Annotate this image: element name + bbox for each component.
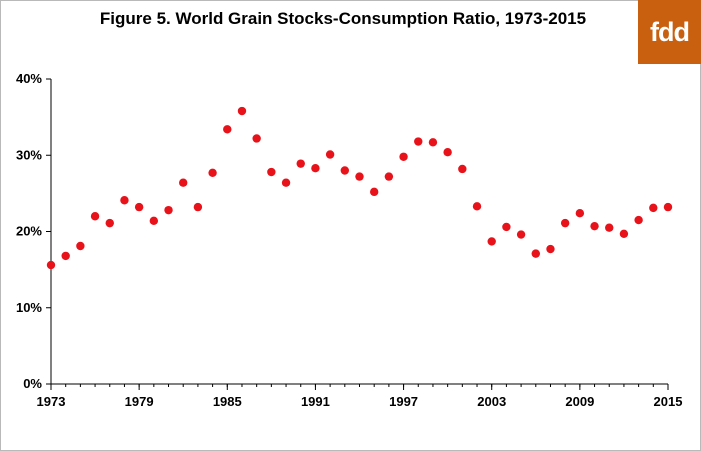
y-tick-label: 10%: [16, 300, 42, 315]
x-tick-label: 1991: [301, 394, 330, 409]
x-tick-label: 1997: [389, 394, 418, 409]
data-point: [120, 196, 129, 205]
data-point: [208, 168, 217, 177]
y-tick-label: 20%: [16, 224, 42, 239]
data-point: [502, 222, 511, 232]
data-point: [325, 150, 335, 159]
data-point: [472, 202, 482, 211]
data-point: [252, 134, 261, 143]
data-point: [414, 137, 423, 146]
data-point: [560, 218, 570, 228]
data-point: [237, 106, 247, 116]
data-point: [605, 223, 614, 232]
x-tick-label: 2003: [477, 394, 506, 409]
data-point: [458, 164, 467, 174]
chart-title: Figure 5. World Grain Stocks-Consumption…: [100, 9, 586, 28]
y-tick-label: 40%: [16, 71, 42, 86]
data-point: [663, 202, 673, 212]
data-point: [90, 212, 100, 221]
data-point: [223, 125, 232, 134]
data-point: [311, 164, 320, 173]
x-tick-label: 1985: [213, 394, 242, 409]
data-point: [531, 249, 540, 258]
data-point: [634, 215, 643, 225]
data-point: [487, 237, 496, 246]
data-point: [267, 167, 276, 177]
x-tick-label: 2015: [654, 394, 683, 409]
data-point: [369, 187, 379, 197]
data-point: [340, 166, 350, 175]
data-point: [355, 172, 364, 181]
data-point: [399, 152, 408, 161]
data-point: [46, 260, 56, 270]
x-tick-label: 1979: [125, 394, 154, 409]
data-point: [134, 202, 144, 212]
data-point: [149, 216, 159, 226]
data-point: [575, 209, 585, 218]
data-point: [164, 205, 173, 215]
y-tick-label: 0%: [23, 376, 42, 391]
data-point: [384, 172, 394, 181]
data-point: [193, 202, 203, 212]
data-point: [296, 159, 305, 168]
data-point: [61, 251, 70, 261]
fdd-logo: fdd: [638, 0, 701, 64]
data-point: [105, 218, 114, 228]
data-point: [590, 221, 599, 231]
x-tick-label: 1973: [37, 394, 66, 409]
x-tick-label: 2009: [565, 394, 594, 409]
data-point: [179, 178, 188, 187]
data-point: [619, 229, 629, 238]
data-point: [281, 178, 291, 187]
data-point: [76, 241, 85, 251]
data-point: [428, 138, 438, 147]
data-point: [546, 244, 555, 254]
data-point: [516, 230, 526, 239]
data-point: [649, 203, 658, 213]
y-tick-label: 30%: [16, 147, 42, 162]
data-point: [443, 148, 452, 157]
